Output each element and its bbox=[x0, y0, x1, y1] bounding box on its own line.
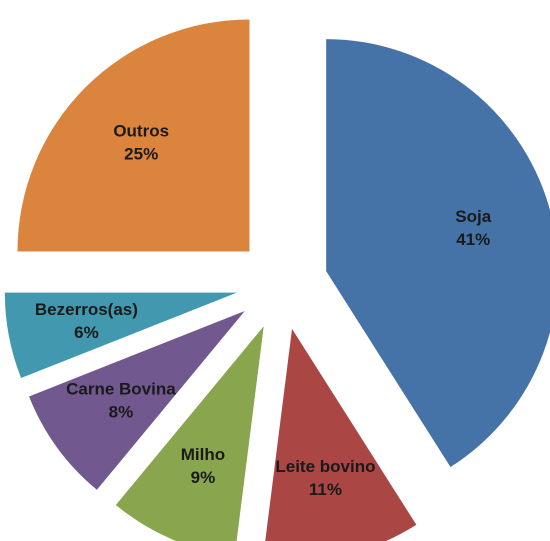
value-label: 6% bbox=[74, 323, 99, 342]
value-label: 25% bbox=[124, 145, 158, 164]
slice-label: Bezerros(as) bbox=[35, 300, 138, 319]
pie-slice bbox=[265, 328, 417, 541]
value-label: 8% bbox=[109, 403, 134, 422]
pie-slice bbox=[29, 311, 245, 490]
pie-slice bbox=[4, 292, 237, 379]
slice-label: Milho bbox=[181, 445, 225, 464]
slice-label: Leite bovino bbox=[275, 457, 375, 476]
pie-slice bbox=[115, 326, 264, 541]
pie-slice bbox=[326, 39, 550, 468]
value-label: 9% bbox=[191, 468, 216, 487]
slice-label: Soja bbox=[455, 207, 491, 226]
pie-slice bbox=[17, 19, 250, 252]
value-label: 11% bbox=[309, 480, 342, 499]
slice-label: Carne Bovina bbox=[66, 380, 176, 399]
slice-label: Outros bbox=[113, 122, 169, 141]
value-label: 41% bbox=[456, 230, 490, 249]
